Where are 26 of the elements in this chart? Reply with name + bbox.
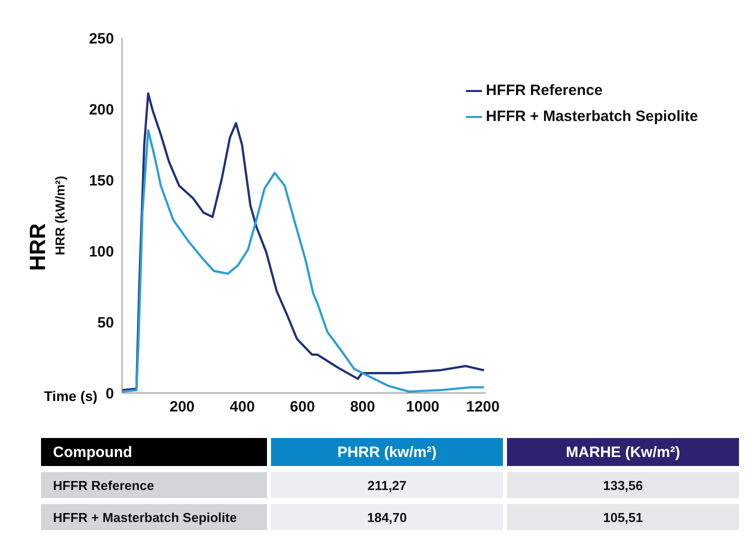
text: Compound <box>41 438 267 466</box>
text: HFFR Reference <box>41 472 267 498</box>
x-tick-label: 1200 <box>466 398 500 416</box>
x-tick-label: 400 <box>230 398 255 416</box>
y-tick-label: 250 <box>88 30 114 48</box>
x-tick-label: 600 <box>290 398 315 416</box>
y-tick-label: 100 <box>88 243 114 260</box>
text: 211,27 <box>271 472 503 498</box>
x-tick-label: 800 <box>350 398 376 416</box>
x-axis-title: Time (s) <box>44 388 98 404</box>
y-axis-title: HRR (kW/m²) <box>52 176 68 256</box>
text: HRR <box>25 222 51 273</box>
legend-label: HFFR Reference <box>486 82 603 99</box>
y-tick-label: 200 <box>88 101 114 118</box>
y-tick-label: 0 <box>106 385 114 402</box>
x-tick-label: 1000 <box>406 398 440 416</box>
text: 184,70 <box>271 504 503 530</box>
text: 133,56 <box>507 472 739 498</box>
text: 105,51 <box>507 504 739 530</box>
text: HFFR + Masterbatch Sepiolite <box>41 504 267 530</box>
y-tick-label: 50 <box>97 314 114 332</box>
text: MARHE (Kw/m²) <box>507 438 739 466</box>
y-tick-label: 150 <box>88 172 114 190</box>
x-tick-label: 200 <box>170 398 195 416</box>
text: PHRR (kw/m²) <box>271 438 503 466</box>
legend-label: HFFR + Masterbatch Sepiolite <box>486 108 698 125</box>
